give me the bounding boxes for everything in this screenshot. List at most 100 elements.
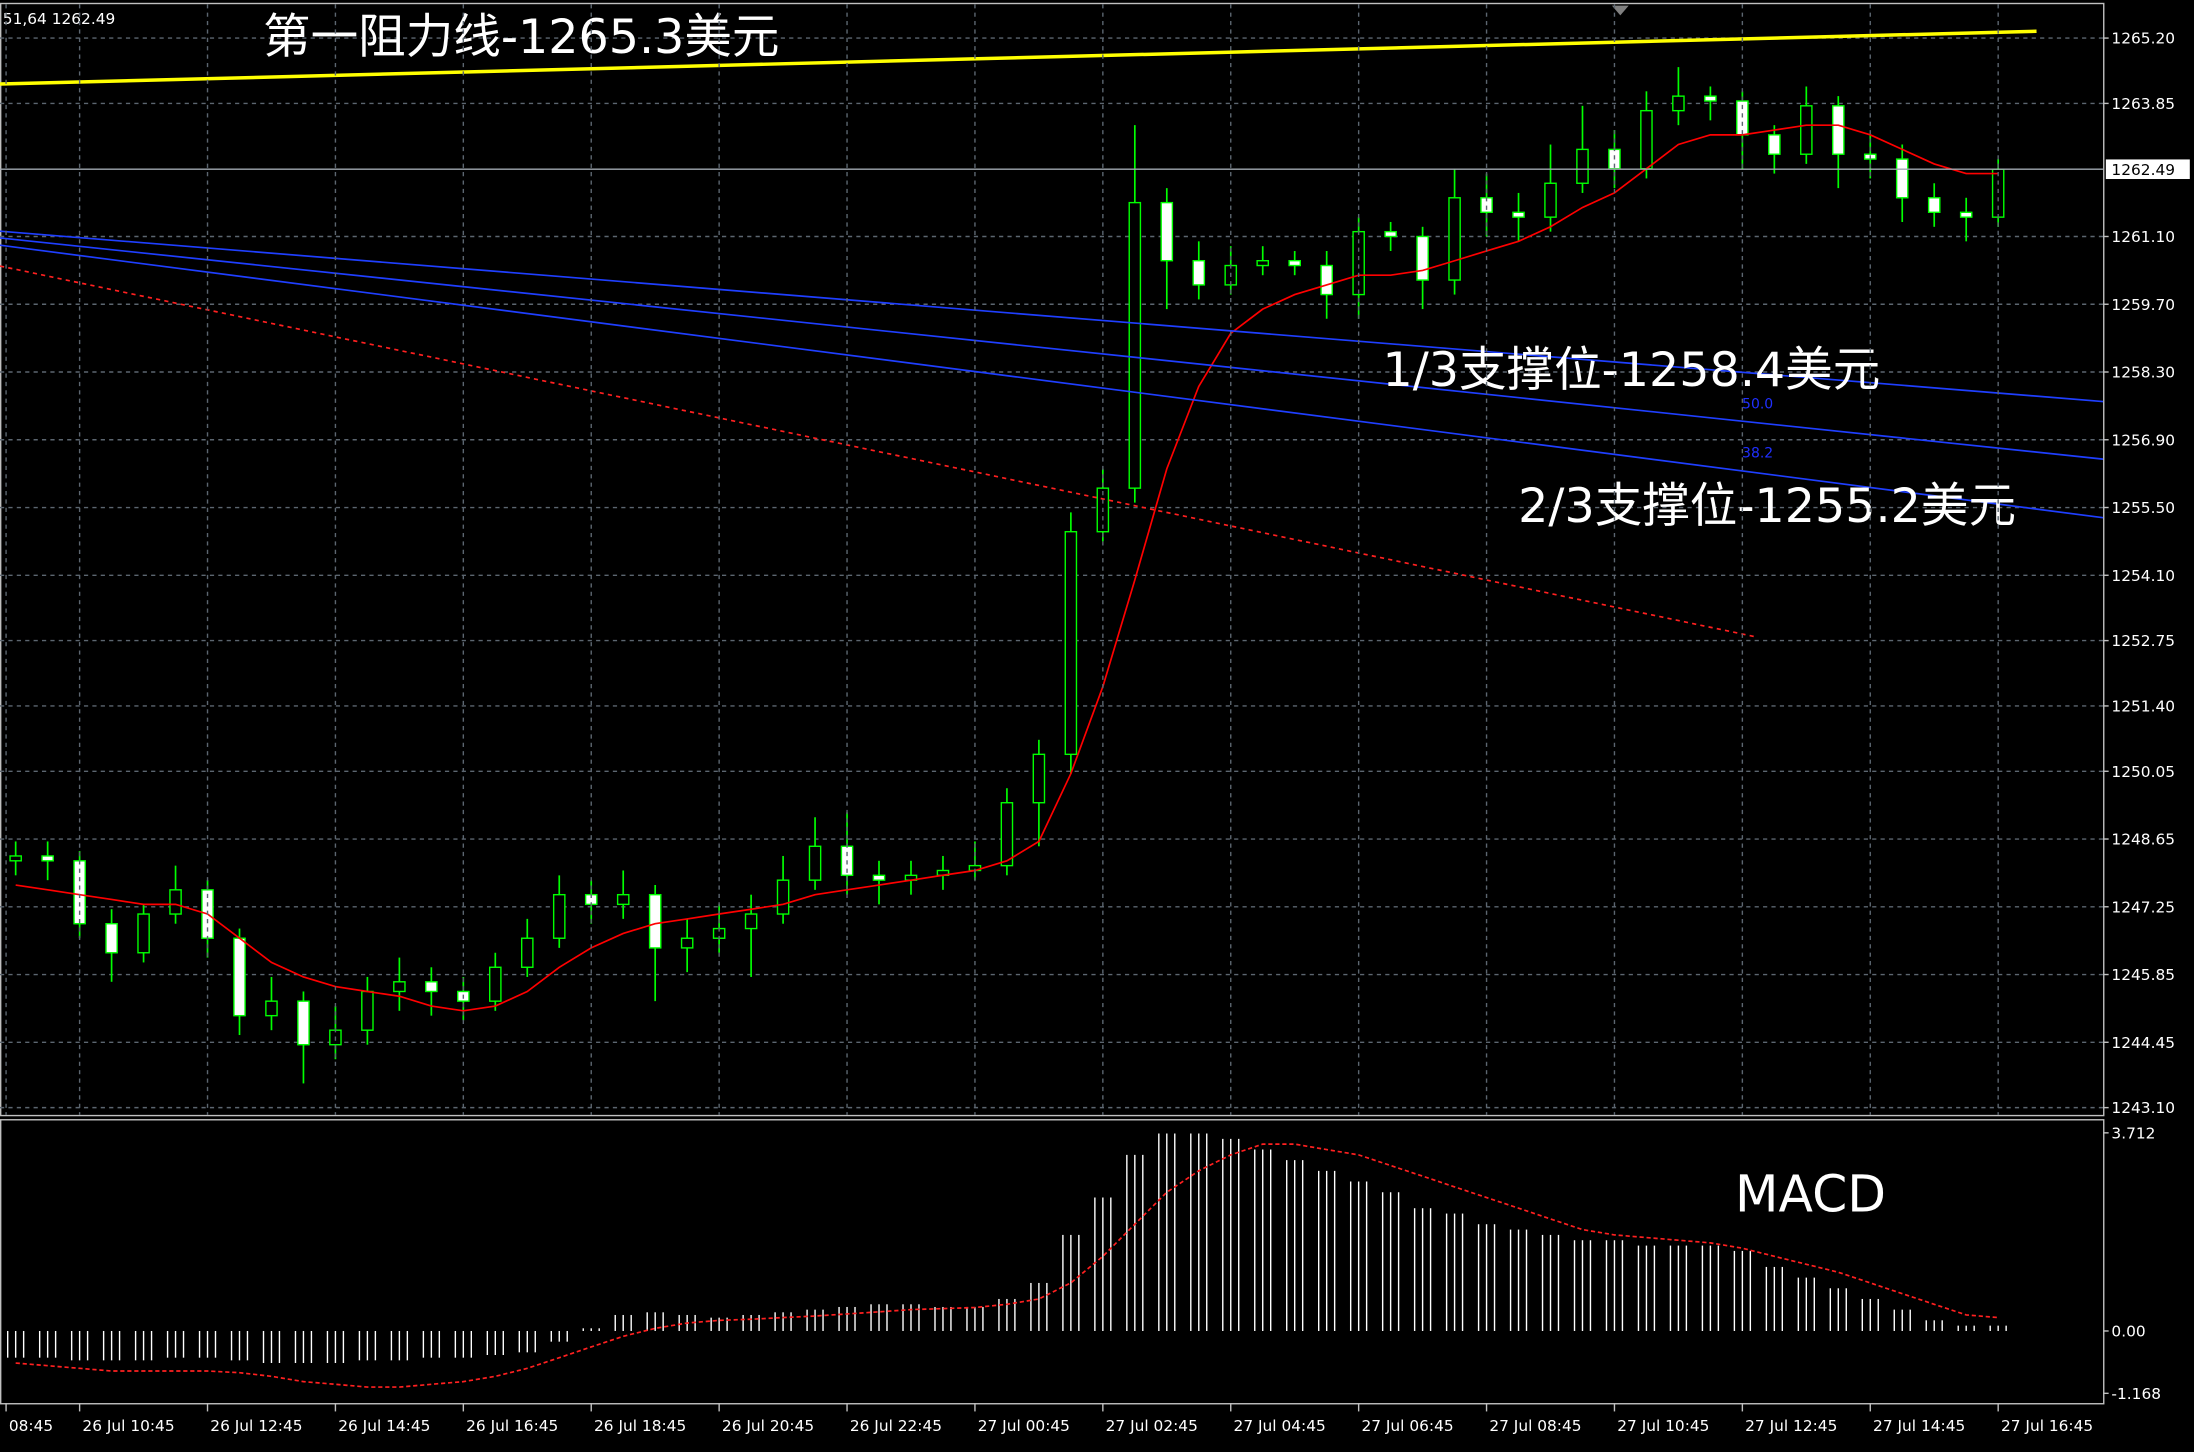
x-tick-label: 26 Jul 22:45 [850,1417,942,1435]
trendline [0,237,2104,460]
candle-body [1032,753,1046,804]
candle-body [1448,197,1461,281]
candle-body [1320,264,1333,296]
trendline [0,265,1756,638]
candle-body [393,981,406,993]
header-text: 51,64 1262.49 [3,10,116,28]
y-tick-label: 1247.25 [2111,898,2175,916]
y-tick-label: -1.168 [2111,1385,2161,1403]
fib-label: 38.2 [1742,445,1773,461]
price-label-box [2105,159,2190,180]
candle-body [1672,95,1685,112]
candle-body [1800,105,1813,155]
candle-body [9,855,22,862]
candle-body [1576,148,1589,184]
candle-body [520,937,534,968]
shift-marker [1611,5,1629,16]
trendline [0,244,2104,519]
candle-body [1128,201,1142,489]
candle-body [1640,109,1653,170]
y-tick-label: 1243.10 [2111,1099,2175,1117]
candle-body [1256,259,1270,267]
x-tick-label: 26 Jul 16:45 [466,1417,558,1435]
x-tick-label: 26 Jul 10:45 [82,1417,174,1435]
x-tick-label: 27 Jul 10:45 [1617,1417,1709,1435]
candle-body [648,893,662,949]
x-tick-label: 27 Jul 14:45 [1873,1417,1965,1435]
y-tick-label: 1255.50 [2111,499,2175,517]
x-tick-label: 27 Jul 08:45 [1489,1417,1581,1435]
candle-body [233,937,246,1017]
candle-body [1000,802,1014,867]
y-tick-label: 1261.10 [2111,228,2175,246]
x-tick-label: 27 Jul 00:45 [978,1417,1070,1435]
candle-body [1064,531,1078,756]
candle-body [265,1000,278,1017]
signal-line [15,1143,1999,1388]
candle-body [1704,95,1717,102]
candle-body [776,879,790,915]
y-tick-label: 1256.90 [2111,431,2175,449]
candle-body [1895,158,1909,199]
candle-body [808,845,822,881]
candle-body [744,913,758,930]
y-tick-label: 1248.65 [2111,831,2175,849]
y-tick-label: 1245.85 [2111,966,2175,984]
y-tick-label: 3.712 [2111,1124,2155,1142]
moving-average [15,124,1999,1012]
candle-body [1512,211,1525,218]
x-tick-label: 26 Jul 20:45 [722,1417,814,1435]
candle-body [1768,134,1781,155]
candle-body [1544,182,1557,218]
y-tick-label: 1254.10 [2111,567,2175,585]
candle-body [872,874,886,881]
x-tick-label: 26 Jul 18:45 [594,1417,686,1435]
candle-body [1991,168,2005,218]
candle-body [1416,235,1429,281]
candle-body [169,889,182,915]
y-tick-label: 1244.45 [2111,1034,2175,1052]
macd-title: MACD [1735,1164,1886,1223]
macd-panel-frame [0,1119,2105,1405]
candle-body [297,1000,310,1046]
y-tick-label: 0.00 [2111,1323,2145,1341]
y-tick-label: 1258.30 [2111,364,2175,382]
trendline [0,29,2037,86]
fib-label: 50.0 [1742,396,1773,412]
x-tick-label: 26 Jul 14:45 [338,1417,430,1435]
candle-body [1831,105,1845,155]
y-tick-label: 1250.05 [2111,763,2175,781]
annotation: 1/3支撑位-1258.4美元 [1382,343,1880,398]
candle-body [361,990,374,1031]
price-label: 1262.49 [2111,161,2175,179]
candle-body [552,893,566,939]
candle-body [1927,197,1941,213]
price-panel-frame [0,2,2105,1117]
x-tick-label: 26 Jul 12:45 [210,1417,302,1435]
candle-body [105,923,118,954]
x-tick-label: 27 Jul 02:45 [1106,1417,1198,1435]
candle-body [1959,211,1973,218]
candle-body [489,966,502,1002]
candle-body [1192,259,1206,286]
candle-body [1288,259,1301,267]
candle-body [616,893,630,906]
y-tick-label: 1252.75 [2111,632,2175,650]
candle-body [1160,201,1174,262]
y-tick-label: 1263.85 [2111,95,2175,113]
x-tick-label: 27 Jul 06:45 [1361,1417,1453,1435]
x-tick-label: 27 Jul 04:45 [1234,1417,1326,1435]
candle-body [41,855,54,862]
y-tick-label: 1251.40 [2111,698,2175,716]
x-tick-label: 27 Jul 12:45 [1745,1417,1837,1435]
candle-body [680,937,694,949]
annotation: 第一阻力线-1265.3美元 [263,10,779,65]
y-tick-label: 1265.20 [2111,30,2175,48]
x-tick-label: 08:45 [9,1417,53,1435]
x-tick-label: 27 Jul 16:45 [2001,1417,2093,1435]
annotation: 2/3支撑位-1255.2美元 [1518,479,2016,534]
y-tick-label: 1259.70 [2111,296,2175,314]
